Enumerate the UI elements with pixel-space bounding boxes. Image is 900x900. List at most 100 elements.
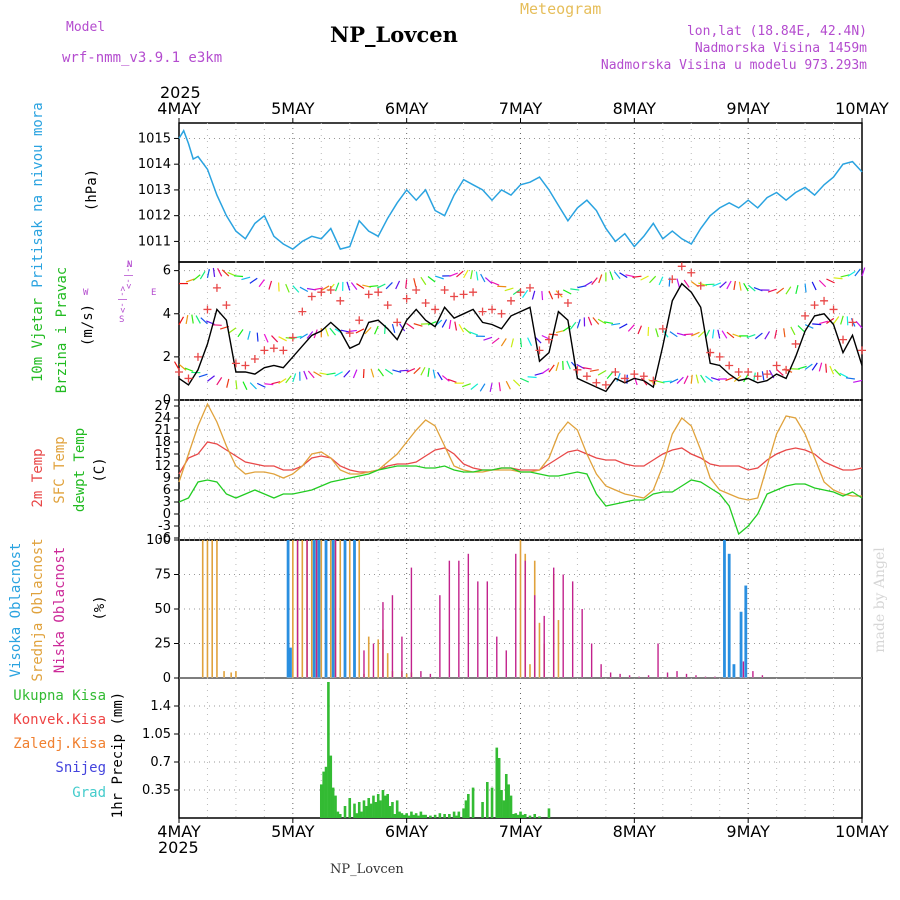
mid-cloud-bar [311,540,313,678]
precip-bar [438,813,442,818]
wind-arrow [592,317,600,325]
precip-bar [391,802,394,818]
y-tick-label-temp: -6 [158,531,171,546]
wind-arrow [420,366,426,376]
low-cloud-bar [562,574,564,678]
wind-gust-marker [241,361,250,370]
y-tick-label-temp: 21 [154,423,171,438]
wind-arrow [811,362,818,371]
wind-gust-marker [753,372,762,381]
wind-arrow [271,335,279,343]
low-cloud-bar [334,540,337,678]
wind-speed-line [178,282,863,393]
mid-cloud-bar [216,540,218,678]
precip-bar [433,814,437,818]
wind-arrow [200,317,208,325]
wind-arrow [825,363,828,373]
wind-arrow [470,270,473,280]
y-tick-label-pressure: 1011 [138,234,171,249]
meteogram-label: Meteogram [520,0,602,18]
low-cloud-bar [429,673,432,678]
x-tick-top: 6MAY [385,99,429,118]
precip-bar [462,808,465,818]
wind-arrow [662,380,672,383]
wind-gust-marker [203,305,212,314]
mid-cloud-bar [377,639,380,678]
wind-arrow [432,369,436,379]
wind-arrow [819,320,829,325]
wind-arrow [597,370,607,376]
wind-arrow [458,324,465,333]
wind-arrow [811,281,817,291]
wind-gust-marker [222,301,231,310]
wind-arrow [221,269,230,277]
wind-arrow [234,275,244,278]
page-title: NP_Lovcen [330,22,458,47]
wind-arrow [299,286,309,293]
wind-arrow [548,364,555,373]
wind-arrow [853,379,863,383]
mid-cloud-bar [538,622,541,678]
wind-gust-marker [782,365,791,374]
wind-arrow [527,376,537,379]
precip-bar [414,813,418,818]
precip-bar [381,790,385,818]
wind-arrow [191,314,194,324]
wind-arrow [206,268,210,278]
wind-arrow [484,277,493,285]
mid-cloud-bar [529,664,531,678]
wind-gust-marker [298,307,307,316]
wind-arrow [178,316,185,325]
wind-arrow [212,267,216,278]
wind-arrow [399,323,406,332]
wind-arrow [790,326,796,336]
y-tick-label-cloud: 25 [154,637,171,652]
wind-gust-marker [212,283,221,292]
wind-arrow [413,367,421,375]
wind-gust-marker [184,374,193,383]
wind-arrow [658,276,664,286]
wind-arrow [726,331,735,339]
footer-station: NP_Lovcen [330,862,404,877]
y-tick-label-wind: 6 [163,264,171,279]
precip-bar [547,808,551,818]
mid-cloud-bar [320,540,323,678]
precip-bar [538,816,541,818]
wind-arrow [611,322,621,326]
wind-gust-marker [810,301,819,310]
wind-arrow [395,280,401,290]
precip-bar [343,806,347,818]
wind-gust-marker [582,372,591,381]
low-cloud-bar [401,636,403,678]
low-cloud-bar [609,672,612,678]
wind-arrow [427,320,437,326]
wind-gust-marker [639,372,648,381]
wind-arrow [619,272,628,279]
compass-w: W [83,288,89,298]
y-tick-label-pressure: 1015 [138,131,171,146]
wind-arrow [764,331,771,340]
wind-arrow [334,371,343,377]
x-tick-bottom: 7MAY [499,822,543,841]
wind-arrow [598,274,603,284]
wind-arrow [743,373,749,383]
wind-arrow [258,279,265,288]
y-tick-label-precip: 1.4 [150,699,171,714]
wind-gust-marker [677,262,686,271]
y-tick-label-temp: 24 [154,411,171,426]
precip-bar [452,811,456,818]
wind-arrow [597,318,607,325]
mid-cloud-bar [206,540,209,678]
low-cloud-bar [296,540,299,678]
wind-arrow [726,280,732,290]
wind-arrow [548,290,554,300]
low-cloud-bar [704,676,707,678]
y-tick-label-cloud: 100 [146,533,171,548]
wind-arrow [247,330,251,340]
precip-bar [400,813,404,818]
wind-arrow [619,323,628,329]
wind-arrow [249,277,258,284]
wind-gust-marker [820,296,829,305]
wind-arrow [285,375,292,384]
wind-arrow [676,376,684,384]
